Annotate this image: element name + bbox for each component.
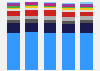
Bar [25, 3, 38, 5]
Bar [7, 16, 20, 20]
Bar [62, 34, 75, 70]
Bar [7, 6, 20, 8]
Bar [7, 33, 20, 70]
Bar [25, 16, 38, 19]
Bar [7, 23, 20, 33]
Bar [7, 3, 20, 5]
Bar [44, 8, 56, 10]
Bar [62, 24, 75, 34]
Bar [62, 7, 75, 8]
Bar [25, 10, 38, 16]
Bar [44, 10, 56, 16]
Bar [7, 20, 20, 23]
Bar [44, 16, 56, 20]
Bar [62, 6, 75, 7]
Bar [25, 8, 38, 10]
Bar [7, 11, 20, 16]
Bar [25, 6, 38, 8]
Bar [25, 5, 38, 6]
Bar [80, 33, 93, 70]
Bar [62, 4, 75, 6]
Bar [80, 20, 93, 23]
Bar [80, 12, 93, 16]
Bar [62, 12, 75, 17]
Bar [44, 6, 56, 7]
Bar [25, 23, 38, 32]
Bar [44, 20, 56, 23]
Bar [80, 7, 93, 8]
Bar [44, 23, 56, 33]
Bar [62, 10, 75, 12]
Bar [62, 21, 75, 24]
Bar [80, 23, 93, 33]
Bar [44, 4, 56, 6]
Bar [44, 3, 56, 4]
Bar [80, 4, 93, 6]
Bar [62, 17, 75, 21]
Bar [25, 1, 38, 2]
Bar [80, 16, 93, 20]
Bar [25, 19, 38, 23]
Bar [25, 32, 38, 70]
Bar [44, 1, 56, 3]
Bar [80, 8, 93, 10]
Bar [80, 6, 93, 7]
Bar [7, 9, 20, 11]
Bar [80, 10, 93, 12]
Bar [44, 7, 56, 8]
Bar [80, 2, 93, 4]
Bar [62, 3, 75, 4]
Bar [7, 8, 20, 9]
Bar [7, 5, 20, 6]
Bar [25, 2, 38, 3]
Bar [7, 2, 20, 3]
Bar [44, 33, 56, 70]
Bar [62, 8, 75, 10]
